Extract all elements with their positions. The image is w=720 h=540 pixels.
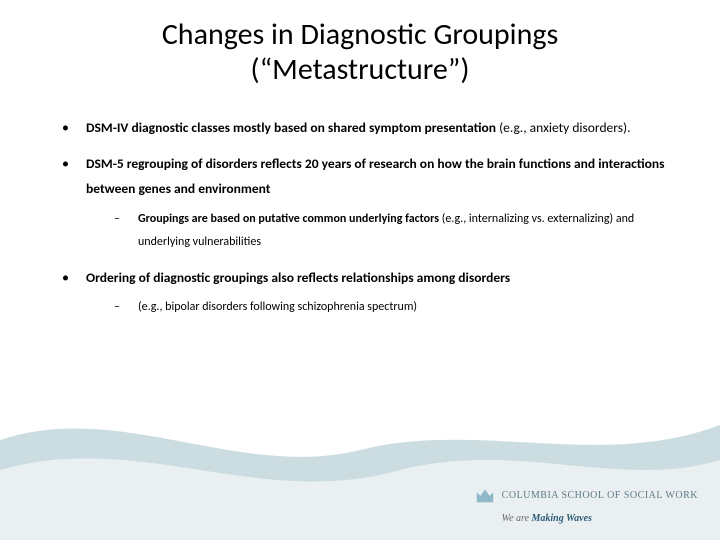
sub-bullet-lead: Groupings are based on putative common u… xyxy=(138,212,439,226)
bullet-list: DSM-IV diagnostic classes mostly based o… xyxy=(58,115,680,320)
slide-title: Changes in Diagnostic Groupings (“Metast… xyxy=(40,18,680,87)
sub-bullet-list: Groupings are based on putative common u… xyxy=(86,208,680,255)
sub-bullet-list: (e.g., bipolar disorders following schiz… xyxy=(86,296,680,319)
bullet-item: Ordering of diagnostic groupings also re… xyxy=(58,265,680,320)
bullet-rest: (e.g., anxiety disorders). xyxy=(496,119,631,136)
bullet-lead: Ordering of diagnostic groupings also re… xyxy=(86,269,510,286)
bullet-item: DSM-5 regrouping of disorders reflects 2… xyxy=(58,151,680,255)
footer-tagline-prefix: We are xyxy=(502,513,532,524)
footer-row-1: COLUMBIA SCHOOL OF SOCIAL WORK xyxy=(474,484,698,506)
sub-bullet-rest: (e.g., bipolar disorders following schiz… xyxy=(138,300,417,314)
slide: Changes in Diagnostic Groupings (“Metast… xyxy=(0,0,720,540)
footer-name: COLUMBIA SCHOOL OF SOCIAL WORK xyxy=(502,490,698,501)
bullet-lead: DSM-5 regrouping of disorders reflects 2… xyxy=(86,155,665,198)
bullet-lead: DSM-IV diagnostic classes mostly based o… xyxy=(86,119,496,136)
footer-logo: COLUMBIA SCHOOL OF SOCIAL WORK We are Ma… xyxy=(474,484,698,526)
sub-bullet-item: Groupings are based on putative common u… xyxy=(108,208,680,255)
sub-bullet-item: (e.g., bipolar disorders following schiz… xyxy=(108,296,680,319)
bullet-item: DSM-IV diagnostic classes mostly based o… xyxy=(58,115,680,141)
footer-row-2: We are Making Waves xyxy=(502,507,698,526)
slide-body: DSM-IV diagnostic classes mostly based o… xyxy=(40,115,680,320)
crown-icon xyxy=(474,484,496,506)
footer-tagline-emph: Making Waves xyxy=(531,513,591,524)
